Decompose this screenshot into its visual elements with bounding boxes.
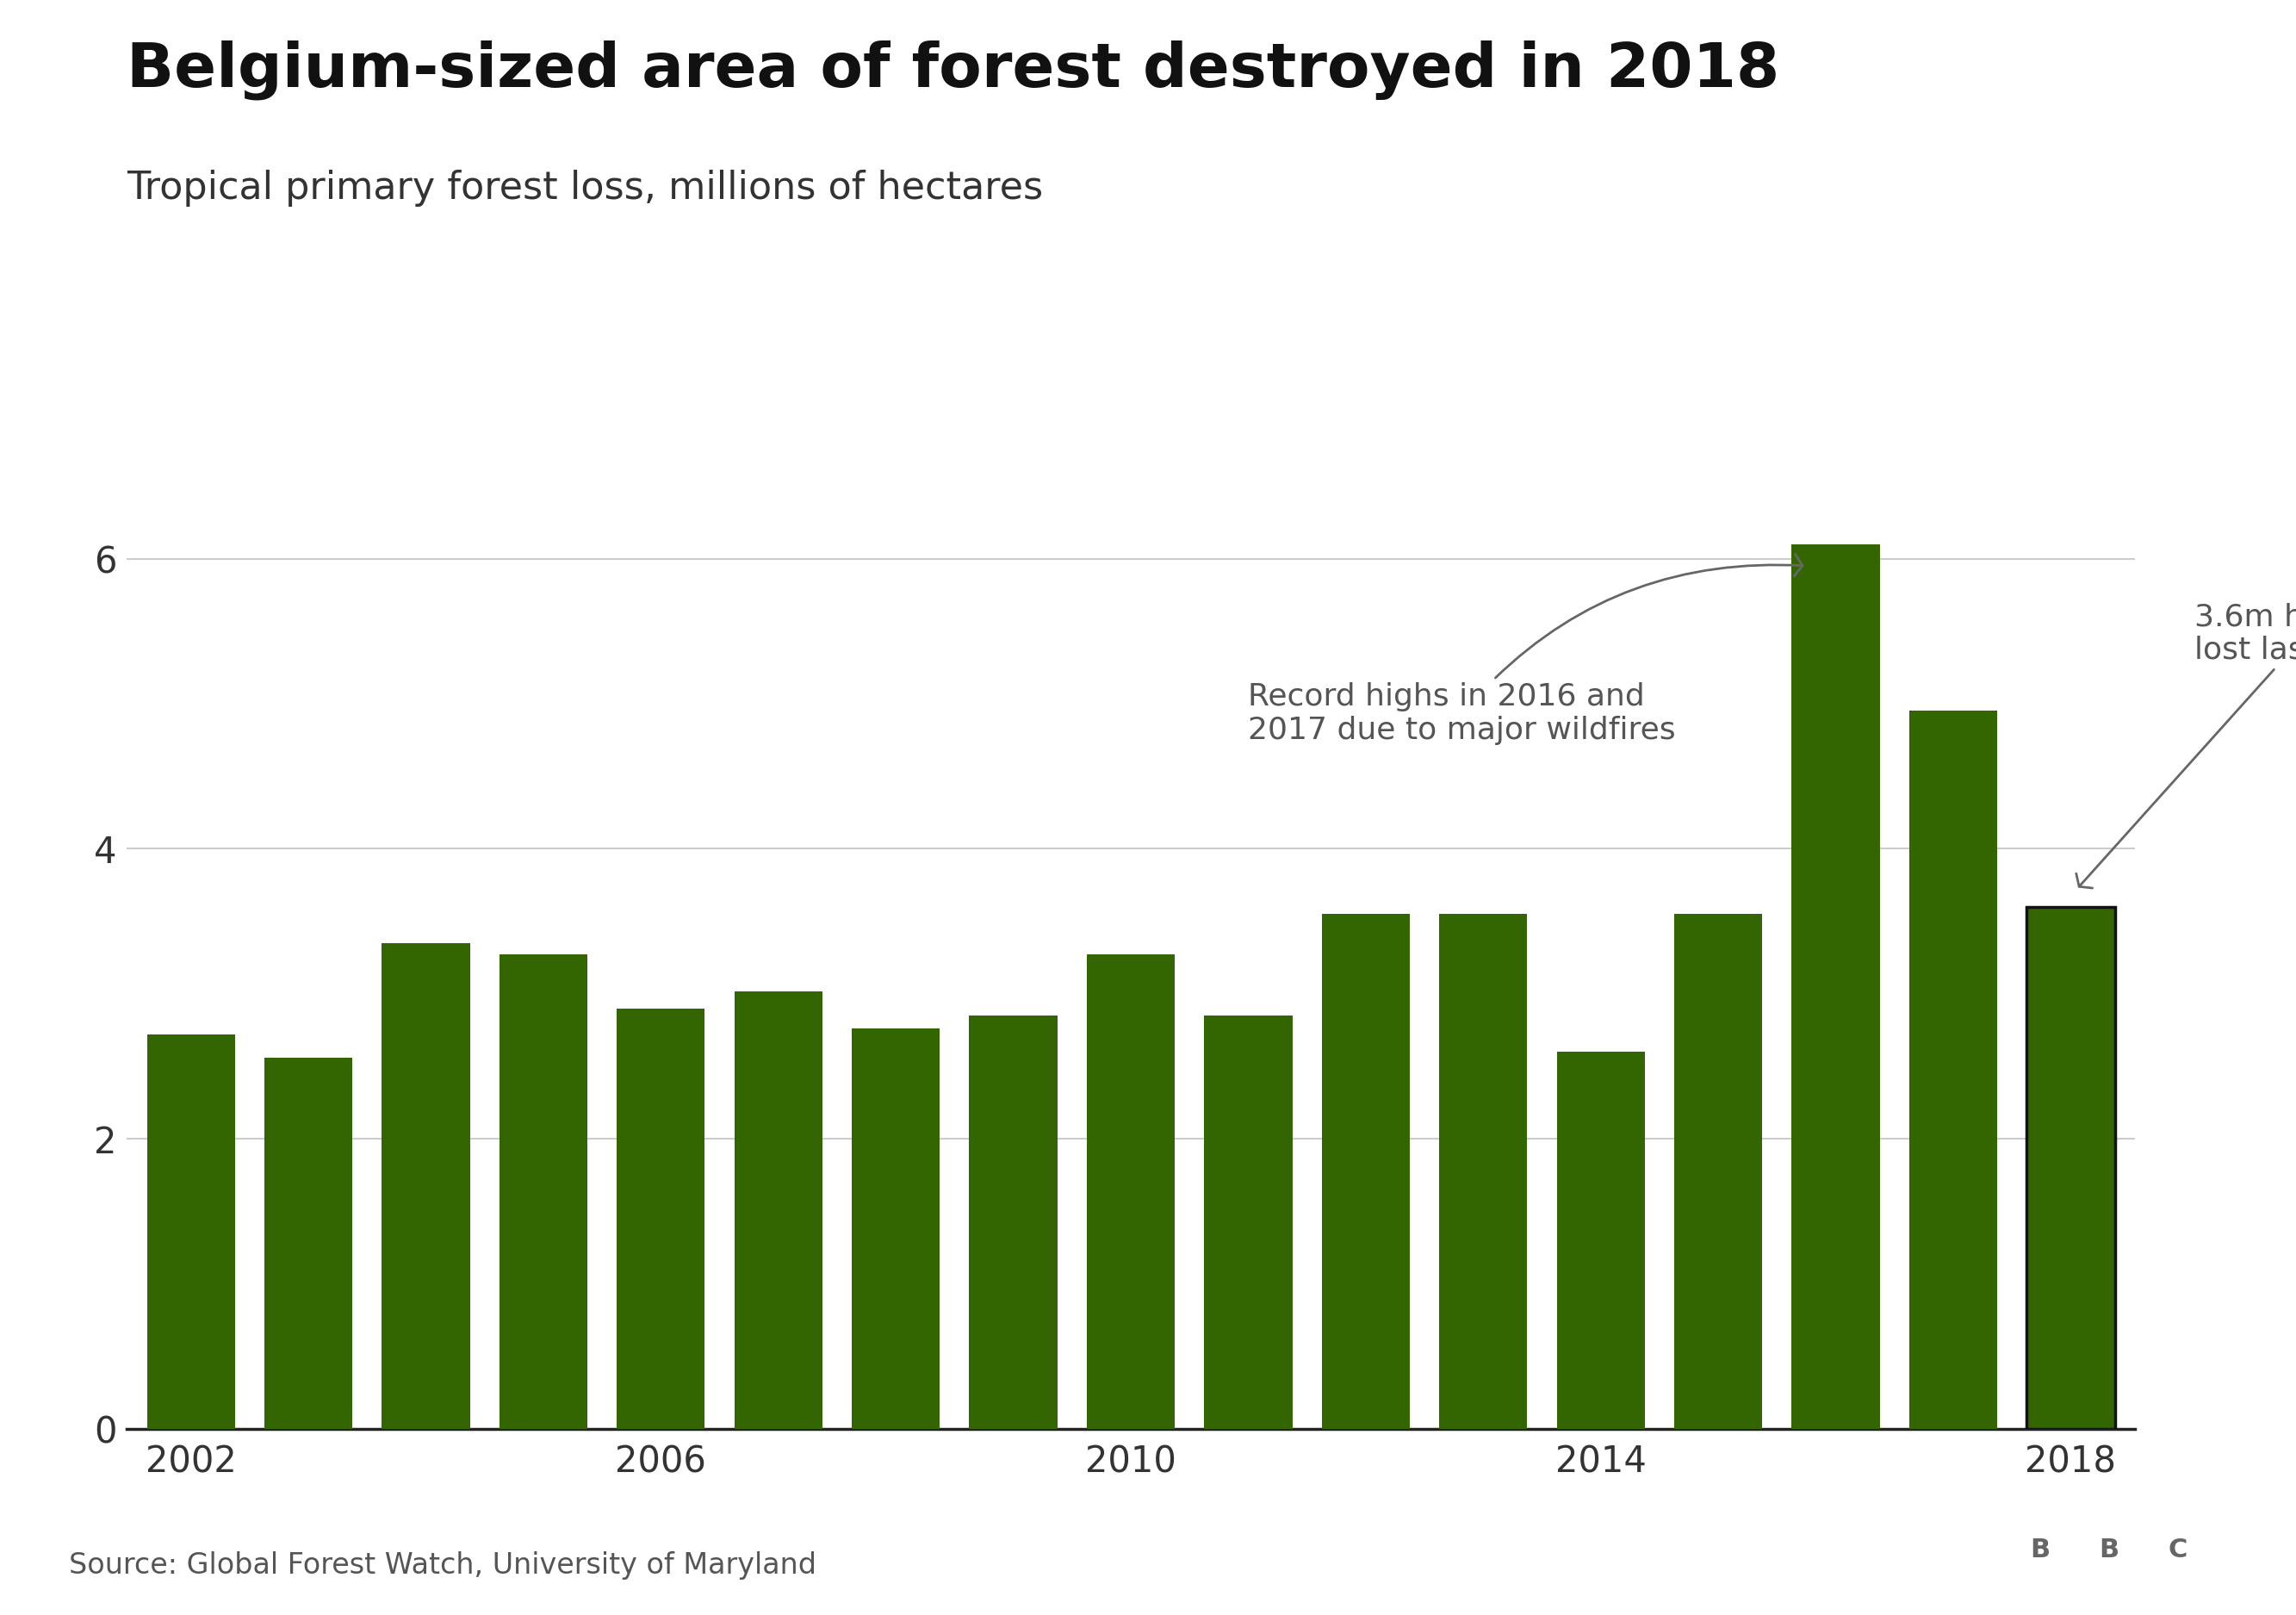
Text: Source: Global Forest Watch, University of Maryland: Source: Global Forest Watch, University …	[69, 1550, 817, 1579]
FancyBboxPatch shape	[2151, 1505, 2204, 1594]
Bar	[2027, 908, 2115, 1429]
Bar	[1908, 711, 1998, 1429]
Bar	[735, 992, 822, 1429]
FancyBboxPatch shape	[2014, 1505, 2066, 1594]
Text: Tropical primary forest loss, millions of hectares: Tropical primary forest loss, millions o…	[126, 170, 1042, 207]
Text: B: B	[2099, 1537, 2119, 1562]
Bar	[852, 1029, 939, 1429]
Bar	[1791, 544, 1880, 1429]
Bar	[381, 943, 471, 1429]
FancyBboxPatch shape	[2082, 1505, 2135, 1594]
Text: Belgium-sized area of forest destroyed in 2018: Belgium-sized area of forest destroyed i…	[126, 40, 1779, 100]
Text: C: C	[2167, 1537, 2188, 1562]
Bar	[498, 954, 588, 1429]
Bar	[618, 1008, 705, 1429]
Bar	[969, 1016, 1058, 1429]
Bar	[147, 1035, 234, 1429]
Bar	[1322, 914, 1410, 1429]
Text: B: B	[2030, 1537, 2050, 1562]
Bar	[1203, 1016, 1293, 1429]
Bar	[1557, 1051, 1644, 1429]
Text: Record highs in 2016 and
2017 due to major wildfires: Record highs in 2016 and 2017 due to maj…	[1249, 554, 1802, 745]
Bar	[1086, 954, 1176, 1429]
Bar	[1440, 914, 1527, 1429]
Bar	[1674, 914, 1763, 1429]
Bar	[264, 1058, 354, 1429]
Text: 3.6m hectares
lost last year: 3.6m hectares lost last year	[2076, 602, 2296, 888]
